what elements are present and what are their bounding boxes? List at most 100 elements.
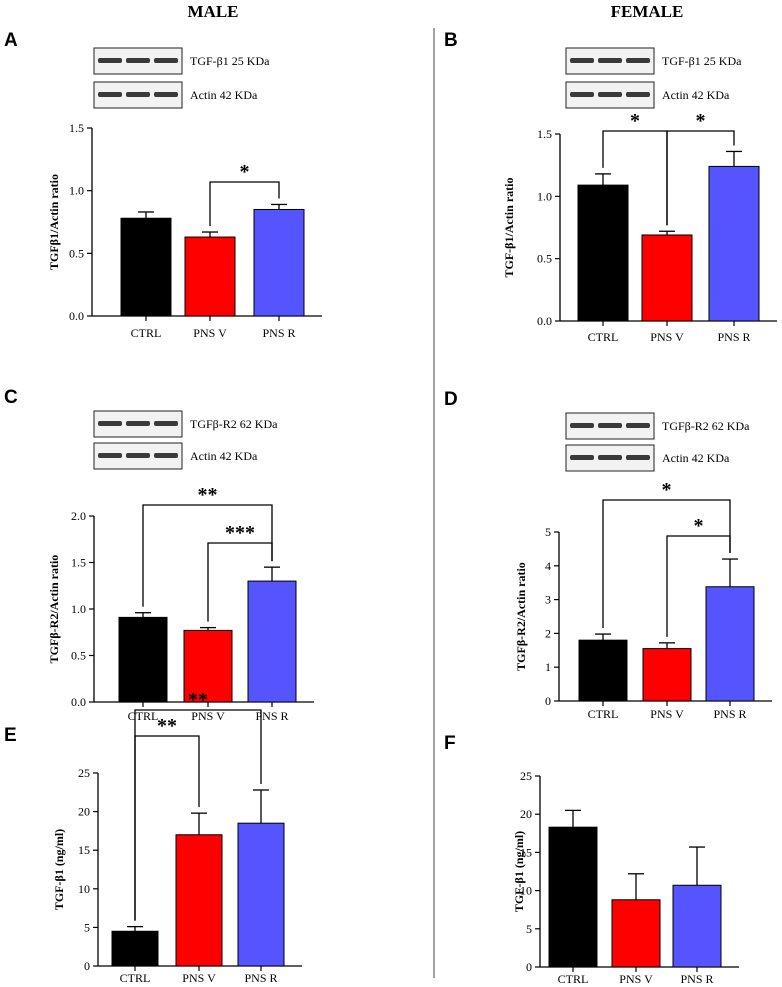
y-tick-label: 15 [78, 843, 90, 857]
blot-label: Actin 42 KDa [662, 88, 730, 102]
significance-bracket [666, 535, 731, 637]
blot-band [598, 58, 622, 63]
male-column-title: MALE [188, 2, 239, 21]
y-tick-label: 15 [520, 845, 532, 859]
bar-group-ctrl: CTRL [111, 925, 159, 985]
category-label: PNS R [680, 972, 713, 986]
y-tick-label: 0.5 [71, 649, 86, 663]
bar-pns-r [672, 884, 722, 968]
bar-pns-v [183, 629, 233, 703]
blot-band [98, 58, 122, 63]
significance-bracket [134, 709, 262, 921]
blot-b-1: TGF-β1 25 KDa [565, 47, 742, 75]
significance-bracket [207, 542, 273, 622]
y-axis-label: TGFβ-R2/Actin ratio [514, 562, 528, 671]
y-tick-label: 0.5 [69, 246, 84, 260]
y-tick-label: 2 [545, 626, 551, 640]
female-column-title: FEMALE [611, 2, 684, 21]
blot-c-1: TGFβ-R2 62 KDa [93, 410, 278, 438]
blot-band [154, 453, 178, 458]
y-tick-label: 25 [78, 766, 90, 780]
y-tick-label: 1.5 [69, 121, 84, 135]
blot-band [570, 455, 594, 460]
blot-band [126, 453, 150, 458]
y-tick-label: 1.5 [537, 127, 552, 141]
significance-label: * [662, 479, 672, 501]
significance-label: * [630, 110, 640, 132]
panel-letter-c: C [4, 387, 18, 408]
bar-group-pns-r: PNS R [705, 558, 755, 721]
blot-band [626, 92, 650, 97]
y-tick-label: 4 [545, 559, 551, 573]
blot-d-1: TGFβ-R2 62 KDa [565, 412, 750, 440]
significance-c-1: ** [142, 484, 273, 607]
y-tick-label: 1.5 [71, 556, 86, 570]
blot-band [98, 92, 122, 97]
bar-pns-v [641, 234, 693, 322]
blot-band [126, 92, 150, 97]
y-tick-label: 0.0 [71, 695, 86, 709]
bar-group-pns-r: PNS R [672, 846, 722, 986]
bar-group-pns-v: PNS V [183, 626, 233, 723]
bar-pns-v [611, 899, 661, 968]
bar-group-ctrl: CTRL [120, 211, 172, 340]
panel-e: E 0 5 10 15 20 25 TGF-β1 (ng/ml) CTRL PNS V PNS R *… [4, 689, 302, 985]
y-tick-label: 3 [545, 593, 551, 607]
bar-pns-r [253, 208, 305, 317]
blot-label: TGF-β1 25 KDa [190, 54, 270, 68]
significance-label: * [240, 161, 250, 183]
bar-group-pns-v: PNS V [611, 873, 661, 986]
y-tick-label: 1.0 [69, 184, 84, 198]
bar-pns-r [708, 165, 760, 322]
bar-group-pns-v: PNS V [184, 231, 236, 340]
y-axis-label: TGF-β1 (ng/ml) [512, 831, 526, 912]
y-axis-label: TGFβ1/Actin ratio [47, 174, 61, 270]
category-label: PNS R [244, 971, 277, 985]
significance-a-1: * [209, 161, 280, 227]
blot-label: Actin 42 KDa [662, 451, 730, 465]
category-label: CTRL [588, 330, 619, 344]
y-tick-label: 5 [526, 922, 532, 936]
panel-b: B TGF-β1 25 KDa Actin 42 KDa 0.0 0.5 1.0 1.5 TG… [444, 30, 777, 344]
blot-label: TGFβ-R2 62 KDa [190, 417, 278, 431]
blot-band [126, 421, 150, 426]
y-tick-label: 0 [526, 960, 532, 974]
significance-bracket [209, 181, 280, 227]
bar-ctrl [548, 826, 598, 968]
y-tick-label: 5 [545, 525, 551, 539]
significance-bracket [142, 504, 273, 607]
bar-pns-v [184, 236, 236, 317]
bar-pns-r [247, 580, 297, 703]
y-tick-label: 20 [78, 805, 90, 819]
significance-d-2: * [666, 515, 731, 637]
panel-letter-f: F [444, 733, 456, 754]
axes-c: 0.0 0.5 1.0 1.5 2.0 [71, 509, 314, 709]
blot-label: Actin 42 KDa [190, 88, 258, 102]
blot-band [626, 423, 650, 428]
y-tick-label: 10 [520, 884, 532, 898]
bar-group-ctrl: CTRL [578, 633, 628, 721]
bar-pns-r [705, 586, 755, 702]
blot-d-2: Actin 42 KDa [565, 444, 730, 472]
y-tick-label: 0.5 [537, 252, 552, 266]
blot-band [626, 58, 650, 63]
bar-group-pns-v: PNS V [642, 642, 692, 721]
y-axis-label: TGF-β1/Actin ratio [502, 178, 516, 278]
panel-letter-b: B [444, 30, 458, 51]
significance-label: ** [157, 715, 177, 737]
significance-e-2: ** [134, 689, 262, 921]
blot-band [98, 453, 122, 458]
y-tick-label: 2.0 [71, 509, 86, 523]
y-tick-label: 0 [84, 959, 90, 973]
y-tick-label: 0.0 [537, 314, 552, 328]
bar-group-ctrl: CTRL [548, 809, 598, 986]
category-label: PNS R [713, 707, 746, 721]
significance-label: ** [198, 484, 218, 506]
bar-ctrl [111, 930, 159, 967]
bar-group-pns-r: PNS R [247, 566, 297, 723]
category-label: PNS V [182, 971, 216, 985]
category-label: CTRL [120, 971, 151, 985]
panel-letter-a: A [4, 30, 18, 51]
panel-a: A TGF-β1 25 KDa Actin 42 KDa 0.0 0.5 1.0 1.5 TG… [4, 30, 322, 340]
category-label: CTRL [128, 709, 159, 723]
